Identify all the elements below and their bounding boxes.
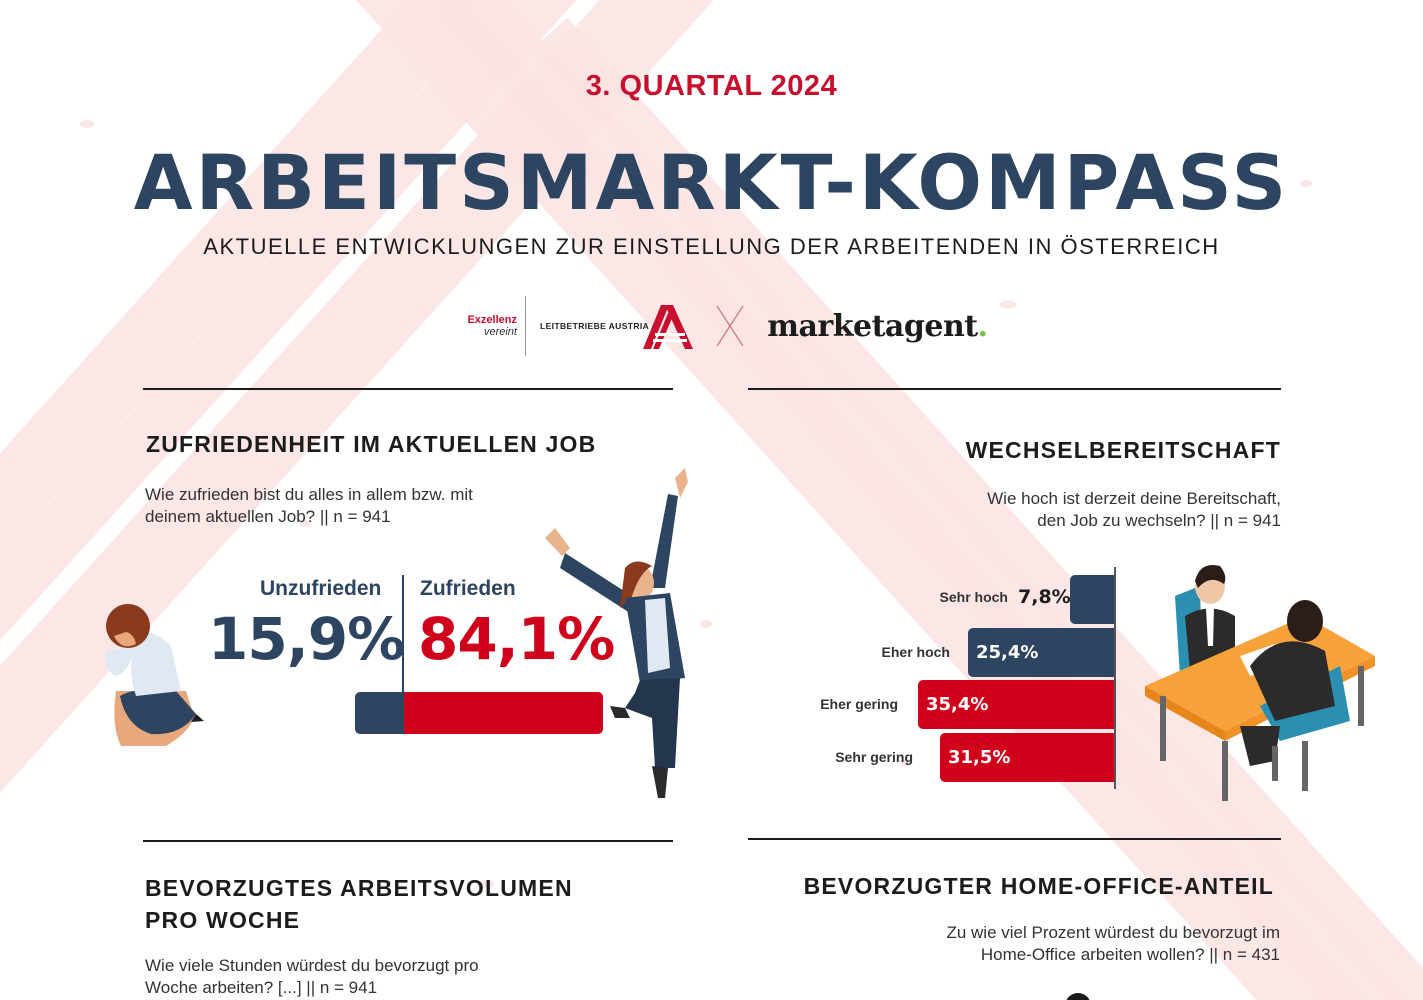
quarter-label: 3. QUARTAL 2024 xyxy=(585,70,838,102)
switching-label-sehr-hoch: Sehr hoch xyxy=(939,589,1008,605)
homeoffice-illustration-partial xyxy=(1065,993,1091,1000)
divider-top-left xyxy=(143,388,673,390)
switching-bar-eher-gering: 35,4% xyxy=(918,680,1114,729)
divider-top-right xyxy=(748,388,1281,390)
section-title-homeoffice: BEVORZUGTER HOME-OFFICE-ANTEIL xyxy=(803,873,1274,899)
section-question-switching: Wie hoch ist derzeit deine Bereitschaft,… xyxy=(987,489,1281,530)
divider-bottom-left xyxy=(143,840,673,842)
zufrieden-bar xyxy=(404,692,603,734)
section-title-satisfaction: ZUFRIEDENHEIT IM AKTUELLEN JOB xyxy=(146,431,597,457)
section-question-homeoffice: Zu wie viel Prozent würdest du bevorzugt… xyxy=(946,923,1280,964)
exzellenz-vereint-logo: Exzellenz vereint xyxy=(467,314,517,338)
switching-bar-eher-hoch: 25,4% xyxy=(968,628,1114,677)
section-title-volume: BEVORZUGTES ARBEITSVOLUMEN PRO WOCHE xyxy=(145,875,573,933)
unzufrieden-value: 15,9% xyxy=(208,605,405,673)
section-question-satisfaction: Wie zufrieden bist du alles in allem bzw… xyxy=(145,485,473,526)
satisfaction-divider xyxy=(402,575,404,693)
partner-logos: Exzellenz vereint LEITBETRIEBE AUSTRIA m… xyxy=(455,295,988,357)
switching-label-sehr-gering: Sehr gering xyxy=(835,749,913,765)
job-interview-illustration xyxy=(1145,565,1375,801)
zufrieden-label: Zufrieden xyxy=(420,577,516,600)
unzufrieden-bar xyxy=(355,692,404,734)
page-subtitle: AKTUELLE ENTWICKLUNGEN ZUR EINSTELLUNG D… xyxy=(203,234,1220,259)
sad-woman-illustration xyxy=(105,604,204,746)
section-question-volume: Wie viele Stunden würdest du bevorzugt p… xyxy=(145,956,479,997)
page-title: ARBEITSMARKT-KOMPASS xyxy=(133,138,1290,227)
switching-value-sehr-hoch: 7,8% xyxy=(1018,586,1071,608)
logo-divider xyxy=(525,296,526,356)
unzufrieden-label: Unzufrieden xyxy=(260,577,382,600)
zufrieden-value: 84,1% xyxy=(418,605,615,673)
leitbetriebe-austria-logo: LEITBETRIEBE AUSTRIA xyxy=(540,303,695,349)
collaboration-x-icon xyxy=(716,305,744,347)
switching-chart-axis xyxy=(1114,567,1116,789)
happy-woman-illustration xyxy=(545,468,688,798)
divider-bottom-right xyxy=(748,838,1281,840)
section-title-switching: WECHSELBEREITSCHAFT xyxy=(965,437,1281,463)
leitbetriebe-a-icon xyxy=(643,305,694,349)
switching-bar-sehr-hoch xyxy=(1070,575,1114,624)
switching-label-eher-hoch: Eher hoch xyxy=(881,644,950,660)
marketagent-logo: marketagent. xyxy=(767,308,988,344)
switching-label-eher-gering: Eher gering xyxy=(820,696,898,712)
switching-bar-sehr-gering: 31,5% xyxy=(940,733,1114,782)
